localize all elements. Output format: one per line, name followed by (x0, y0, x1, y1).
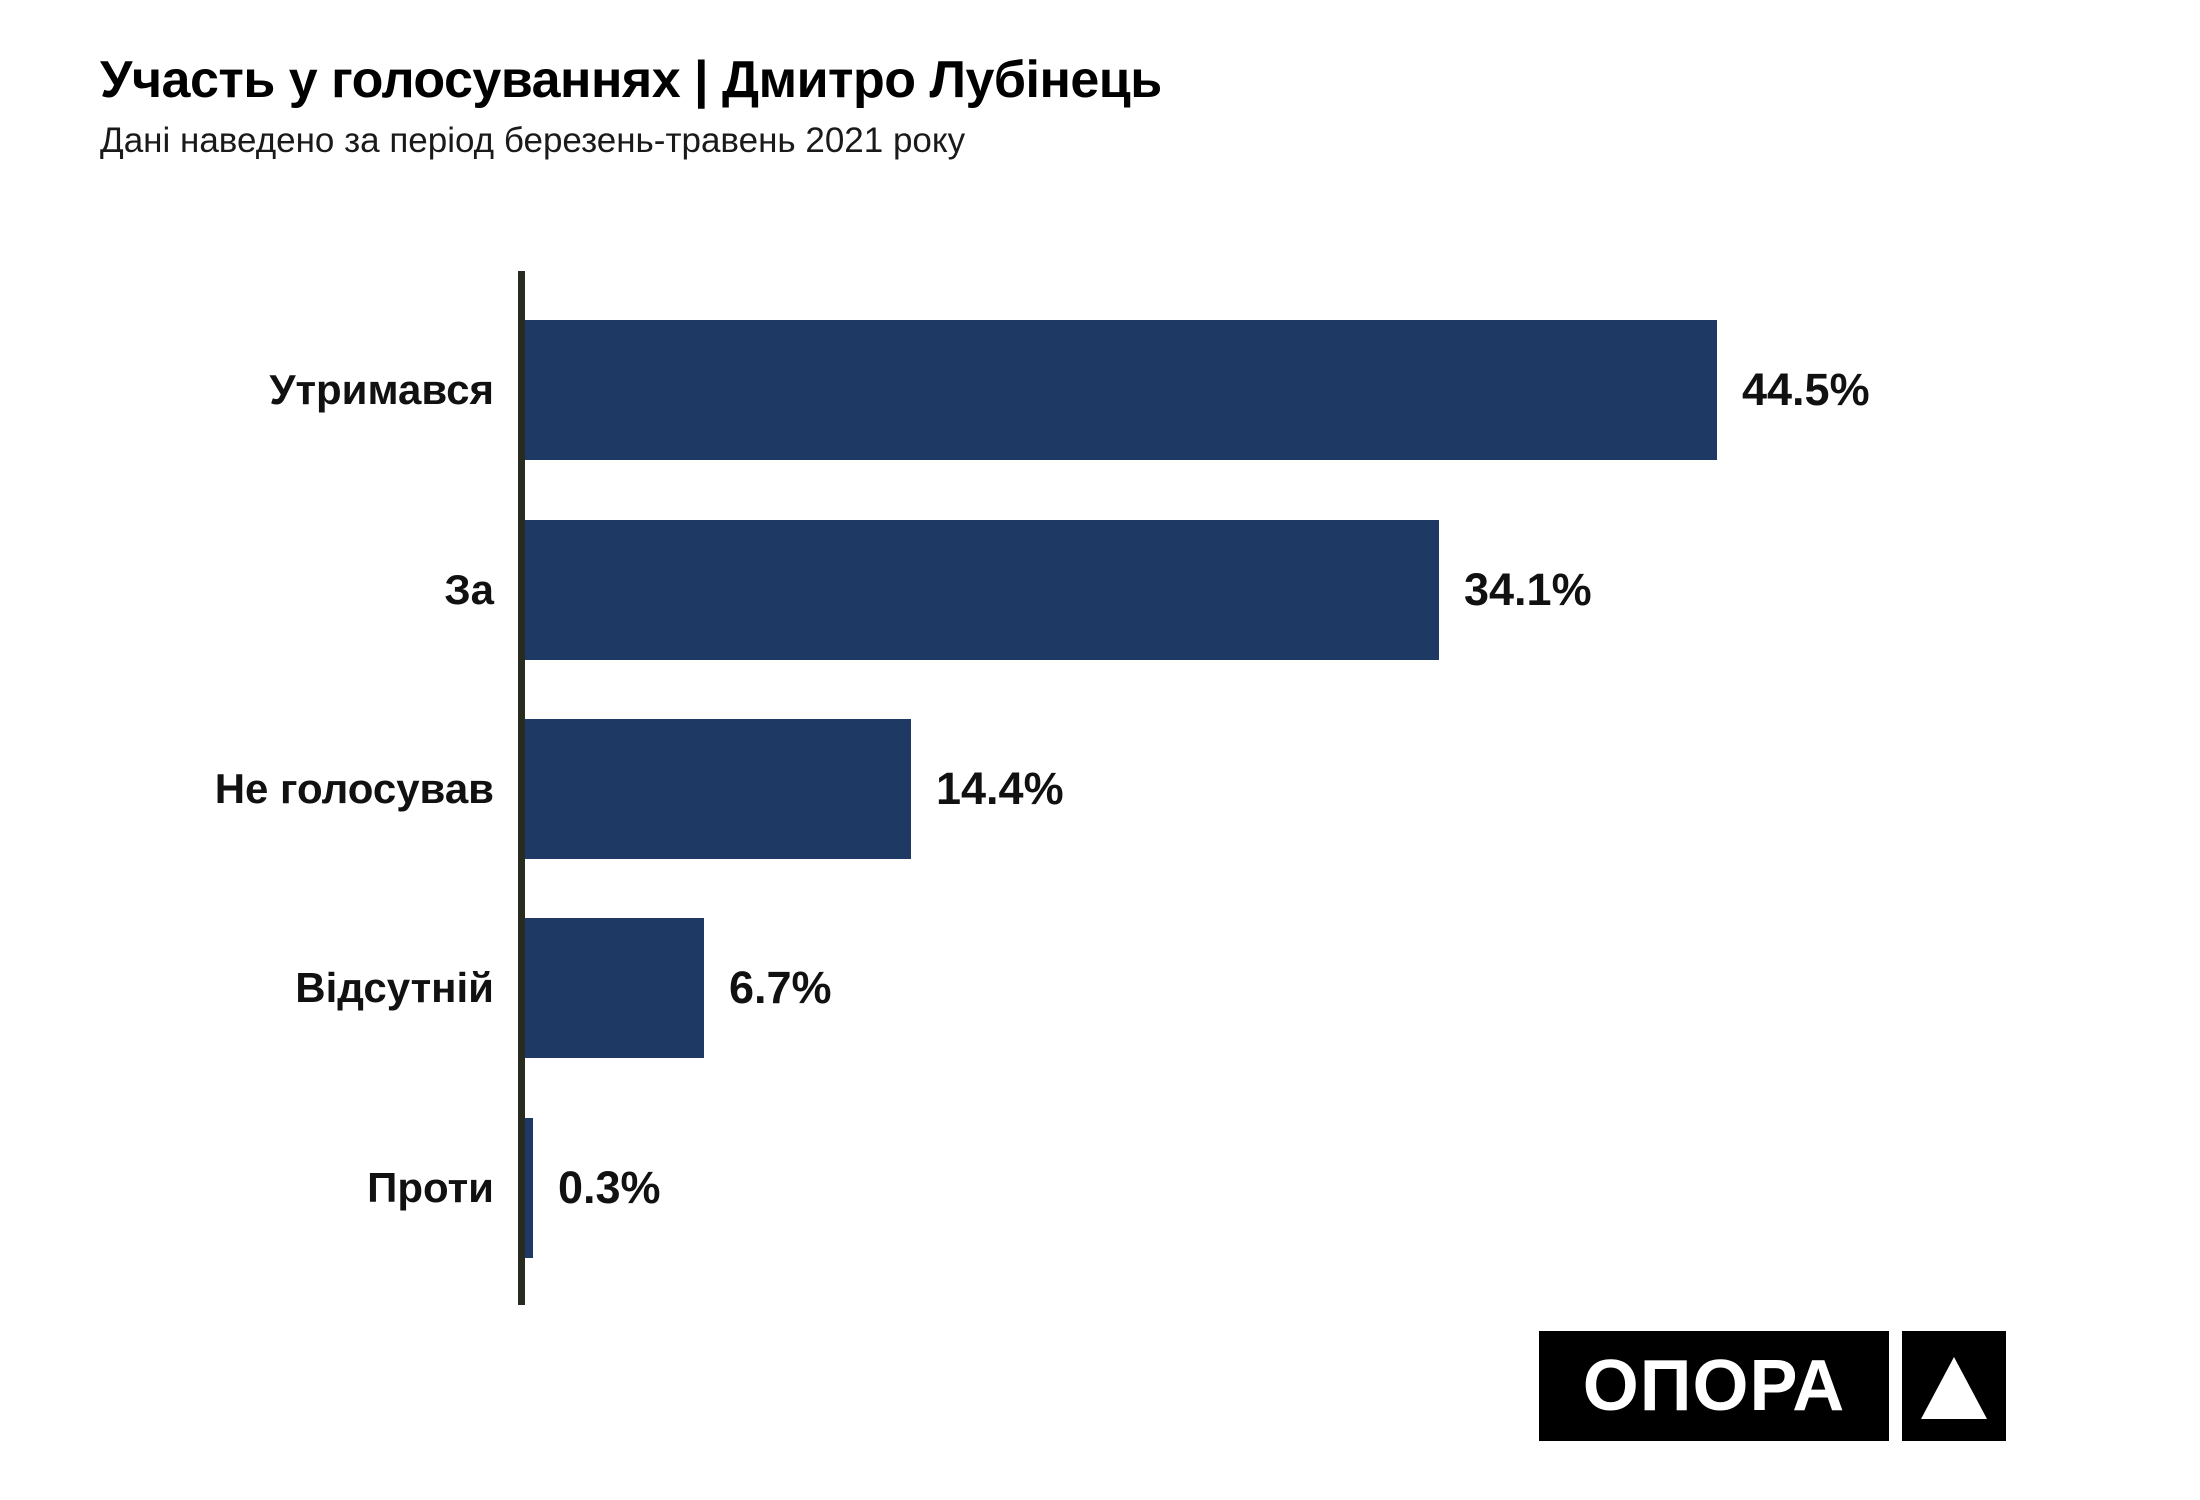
category-label: Не голосував (214, 765, 494, 812)
bar (525, 320, 1717, 460)
opora-logo-text: ОПОРА (1539, 1331, 1889, 1441)
category-label: Утримався (269, 366, 494, 413)
category-label: Проти (367, 1164, 494, 1211)
logo-divider (1889, 1331, 1902, 1441)
category-label: За (444, 566, 494, 613)
category-label: Відсутній (295, 964, 494, 1011)
page-title: Участь у голосуваннях | Дмитро Лубінець (100, 51, 1162, 109)
value-label: 6.7% (729, 962, 832, 1013)
bar (525, 719, 911, 859)
logo-icon-box (1902, 1331, 2006, 1441)
value-label: 14.4% (936, 763, 1064, 814)
page-subtitle: Дані наведено за період березень-травень… (100, 121, 966, 160)
y-axis-line (518, 271, 525, 1305)
bar (525, 1118, 533, 1258)
bar (525, 520, 1439, 660)
value-label: 0.3% (558, 1162, 661, 1213)
value-label: 34.1% (1464, 564, 1592, 615)
opora-logo: ОПОРА (1539, 1331, 2006, 1441)
value-label: 44.5% (1742, 364, 1870, 415)
triangle-up-icon (1921, 1357, 1987, 1419)
bar (525, 918, 704, 1058)
